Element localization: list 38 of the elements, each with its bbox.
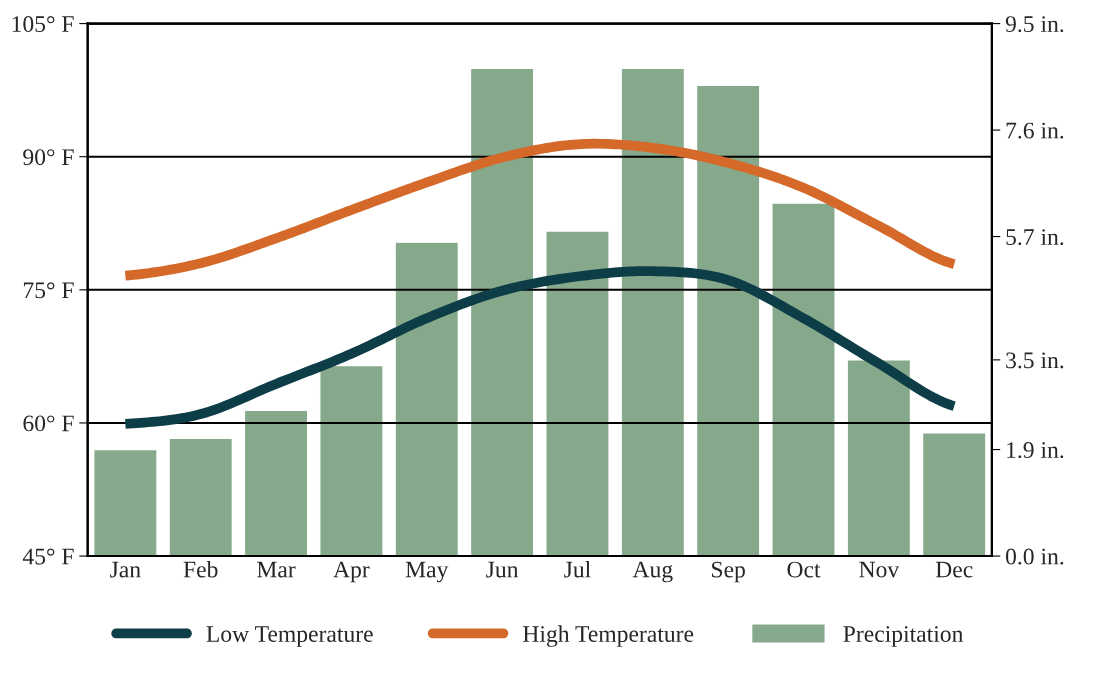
bar [319, 364, 384, 557]
bar [771, 202, 836, 557]
bar [394, 241, 460, 557]
x-tick-label: Jul [564, 560, 591, 578]
bar [846, 359, 912, 557]
y2-tick-label: 0.0 in. [1005, 548, 1064, 565]
y-tick-label: 60° F [23, 415, 74, 432]
x-tick-label: Sep [712, 561, 745, 583]
x-tick-label: Nov [859, 561, 900, 578]
x-tick-label: May [405, 561, 449, 583]
legend-label: Precipitation [843, 626, 964, 647]
y2-tick-label: 3.5 in. [1006, 352, 1064, 369]
bar [243, 409, 309, 557]
x-tick-label: Jun [486, 561, 519, 578]
y2-tick-label: 1.9 in. [1007, 442, 1064, 459]
bar [469, 67, 535, 557]
y-tick-label: 90° F [23, 149, 74, 166]
y2-tick-label: 7.6 in. [1006, 122, 1064, 139]
x-tick-label: Jan [110, 561, 141, 578]
y-tick-label: 75° F [23, 282, 74, 299]
legend-label: Low Temperature [206, 626, 373, 647]
bar [545, 230, 610, 557]
y-tick-label: 45° F [22, 548, 74, 565]
legend-label: High Temperature [523, 625, 694, 647]
bar [168, 437, 234, 557]
x-tick-label: Feb [183, 560, 218, 578]
x-tick-label: Dec [935, 561, 973, 578]
y2-tick-label: 5.7 in. [1006, 229, 1064, 246]
bar [620, 67, 686, 557]
x-tick-label: Aug [632, 561, 673, 583]
bar [695, 84, 761, 557]
bar [93, 448, 158, 557]
y-tick-label: 105° F [12, 16, 74, 33]
x-tick-label: Mar [257, 561, 296, 578]
y2-tick-label: 9.5 in. [1005, 16, 1064, 33]
x-tick-label: Apr [333, 561, 370, 583]
bar [921, 432, 987, 557]
x-tick-label: Oct [787, 561, 821, 578]
